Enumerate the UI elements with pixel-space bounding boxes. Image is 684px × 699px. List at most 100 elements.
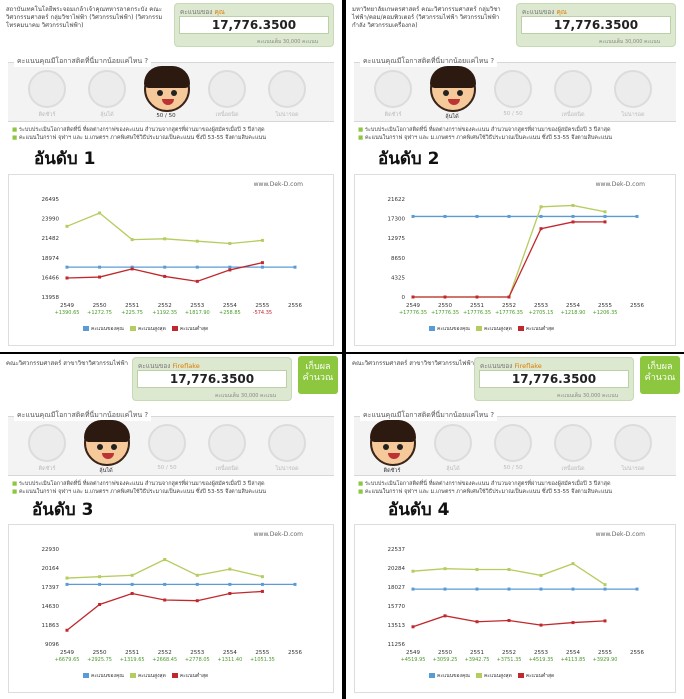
data-point [411,214,415,218]
line-chart: 0432586501297517300216222549+17776.35255… [388,197,645,316]
legend-label: คะแนนต่ำสุด [179,326,209,332]
face-eye-right [457,90,463,96]
chart-legend: คะแนนของคุณ คะแนนสูงสุด คะแนนต่ำสุด [77,325,208,333]
diff-label: +17776.35 [463,310,491,316]
note-item: ระบบประเมินโอกาสติดที่นี่ ที่ผลต่างกราฟข… [12,481,265,487]
legend-label: คะแนนต่ำสุด [179,673,209,679]
data-point [98,265,102,269]
x-tick-label: 2551 [470,303,484,309]
chart-box: www.Dek-D.com 9096 11863 14630 17397 20164 229… [8,524,334,693]
data-point [163,558,167,562]
y-tick-label: 17300 [388,217,406,223]
y-tick-label: 26495 [42,197,60,203]
score-value: 17,776.3500 [137,370,287,388]
chance-question: คะแนนคุณมีโอกาสติดที่นี่มากน้อยแค่ไหน ? [360,56,498,67]
series-line-3 [66,262,263,283]
x-tick-label: 2553 [190,303,204,309]
face-mouth [162,99,174,105]
y-tick-label: 17397 [42,585,60,591]
chance-question: คะแนนคุณมีโอกาสติดที่นี่มากน้อยแค่ไหน ? [14,410,152,421]
chart-legend: คะแนนของคุณ คะแนนสูงสุด คะแนนต่ำสุด [423,325,554,333]
save-result-button[interactable]: เก็บผลคำนวณ [298,356,338,394]
data-point [571,587,575,591]
series-line-2 [413,204,606,298]
series-line-2 [66,558,263,579]
data-point [65,576,69,580]
data-point [195,239,199,243]
data-point [507,214,511,218]
y-tick-label: 15770 [388,604,406,610]
x-tick-label: 2549 [406,303,420,309]
diff-label: +4519.95 [401,657,426,663]
data-point [411,295,415,299]
data-point [539,227,543,231]
legend-label: คะแนนสูงสุด [137,673,166,679]
diff-label: +3059.25 [433,657,458,663]
diff-label: +3929.90 [593,657,618,663]
legend-swatch [517,673,524,678]
data-point [98,582,102,586]
legend-swatch [83,326,89,331]
legend-swatch [171,673,178,678]
score-label: คะแนนของ Fireflake [138,361,200,371]
data-point [65,276,69,280]
data-point [65,224,69,228]
score-max-note: คะแนนเต็ม 30,000 คะแนน [215,393,277,399]
legend-label: คะแนนของคุณ [91,673,124,679]
save-result-button[interactable]: เก็บผลคำนวณ [640,356,680,394]
legend-swatch [83,673,89,678]
note-item: ระบบประเมินโอกาสติดที่นี่ ที่ผลต่างกราฟข… [358,127,611,133]
face-label: เหนื่อยนิด [561,466,585,472]
face-label: 50 / 50 [157,465,177,471]
diff-label: -574.35 [253,310,272,316]
x-tick-label: 2552 [502,303,516,309]
x-tick-label: 2552 [502,650,516,656]
data-point [411,569,415,573]
legend-label: คะแนนต่ำสุด [525,673,555,679]
x-tick-label: 2556 [288,650,302,656]
data-point [130,238,134,242]
data-point [603,220,607,224]
face-eye-right [111,444,117,450]
data-point [130,573,134,577]
score-user: Fireflake [514,362,542,370]
face-icon [374,70,412,108]
x-tick-label: 2551 [470,650,484,656]
diff-label: +1218.90 [561,310,586,316]
face-label: เหนื่อยนิด [561,112,585,118]
data-point [260,589,264,593]
university-name: คณะวิศวกรรมศาสตร์ สาขาวิชาวิศวกรรมไฟฟ้า [6,360,129,367]
x-tick-label: 2550 [438,303,452,309]
score-box: คะแนนของ คุณ 17,776.3500 คะแนนเต็ม 30,000 … [516,3,676,47]
x-tick-label: 2550 [438,650,452,656]
data-point [475,587,479,591]
diff-label: +4519.35 [529,657,554,663]
score-user: คุณ [214,8,225,16]
data-point [195,265,199,269]
data-point [163,274,167,278]
legend-swatch [171,326,178,331]
diff-label: +1390.65 [55,310,80,316]
data-point [65,265,69,269]
diff-label: +1192.35 [152,310,177,316]
legend-label: คะแนนของคุณ [437,326,470,332]
face-label-active: ลุ้นได้ [445,114,459,120]
data-point [635,214,639,218]
data-point [443,214,447,218]
score-label: คะแนนของ คุณ [522,7,567,17]
y-tick-label: 13958 [42,295,60,301]
chart-box: www.Dek-D.com 11256 13513 15770 18027 20284 22… [354,524,676,693]
data-point [571,621,575,625]
face-icon [494,70,532,108]
data-point [603,210,607,214]
data-point [293,582,297,586]
y-tick-label: 12975 [388,236,406,242]
data-point [507,568,511,572]
data-point [475,214,479,218]
y-tick-label: 21622 [388,197,406,203]
data-point [98,602,102,606]
chance-question: คะแนนคุณมีโอกาสติดที่นี่มากน้อยแค่ไหน ? [14,56,152,67]
score-value: 17,776.3500 [479,370,629,388]
line-chart: 13958 16466 18974 21482 23990 26495 2549+1390.… [42,197,303,316]
x-tick-label: 2555 [255,303,269,309]
